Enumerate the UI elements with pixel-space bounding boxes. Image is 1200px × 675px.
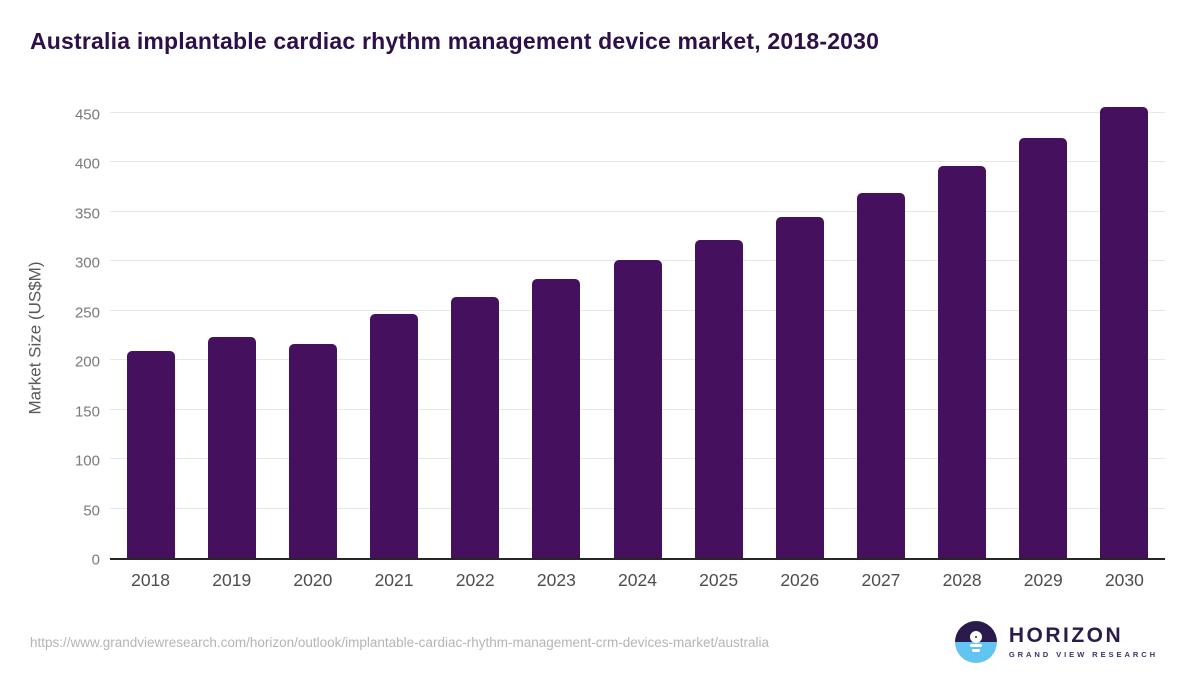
y-tick-label: 300	[74, 254, 100, 272]
y-tick-label: 200	[74, 353, 100, 371]
x-axis: 2018 2019 2020 2021 2022 2023 2024 2025 2026 2027…	[110, 562, 1165, 596]
bar-2028	[938, 166, 987, 558]
water-dash-icon	[969, 644, 982, 647]
y-tick-label: 400	[74, 155, 100, 173]
horizon-logo-icon	[954, 621, 997, 663]
x-tick-label: 2026	[780, 570, 820, 590]
bar-2027	[856, 193, 905, 558]
y-axis: 0 50 100 150 200 250 300 350 400 450	[0, 107, 100, 569]
x-tick-label: 2018	[131, 570, 171, 590]
sun-ring-icon	[969, 631, 982, 643]
x-tick-label: 2025	[699, 570, 739, 590]
plot-area	[110, 107, 1165, 560]
bar-2019	[207, 336, 256, 558]
x-tick-label: 2028	[942, 570, 982, 590]
gridline	[110, 161, 1165, 163]
x-tick-label: 2027	[861, 570, 901, 590]
source-url: https://www.grandviewresearch.com/horizo…	[30, 635, 770, 650]
y-tick-label: 350	[74, 205, 100, 223]
bar-2018	[126, 351, 175, 558]
x-tick-label: 2030	[1104, 570, 1144, 590]
bar-2030	[1100, 107, 1149, 558]
water-dash-icon	[971, 649, 980, 652]
y-tick-label: 450	[74, 106, 100, 124]
x-tick-label: 2024	[618, 570, 657, 590]
y-tick-label: 50	[83, 502, 100, 520]
y-tick-label: 150	[74, 403, 100, 421]
y-tick-label: 0	[91, 551, 100, 569]
x-tick-label: 2029	[1023, 570, 1063, 590]
footer: https://www.grandviewresearch.com/horizo…	[0, 615, 1200, 675]
x-tick-label: 2023	[536, 570, 576, 590]
gridline	[110, 112, 1165, 113]
bar-2025	[694, 239, 743, 558]
x-tick-label: 2022	[455, 570, 495, 590]
bar-2026	[775, 216, 824, 558]
bar-2023	[532, 279, 581, 558]
gridline	[110, 210, 1165, 212]
x-tick-label: 2021	[374, 570, 414, 590]
horizon-logo: HORIZON GRAND VIEW RESEARCH	[954, 621, 1158, 663]
bar-2020	[288, 344, 337, 558]
logo-text: HORIZON GRAND VIEW RESEARCH	[1008, 624, 1158, 659]
plot-wrap	[110, 107, 1165, 560]
x-tick-label: 2020	[293, 570, 333, 590]
x-tick-label: 2019	[212, 570, 252, 590]
y-tick-label: 100	[74, 452, 100, 470]
chart-title: Australia implantable cardiac rhythm man…	[30, 28, 880, 54]
bar-2024	[613, 260, 662, 558]
logo-subtitle: GRAND VIEW RESEARCH	[1008, 649, 1158, 659]
bar-2022	[451, 296, 500, 558]
bar-2029	[1019, 137, 1068, 558]
logo-name: HORIZON	[1008, 624, 1124, 648]
y-tick-label: 250	[74, 304, 100, 322]
bar-2021	[370, 313, 419, 558]
